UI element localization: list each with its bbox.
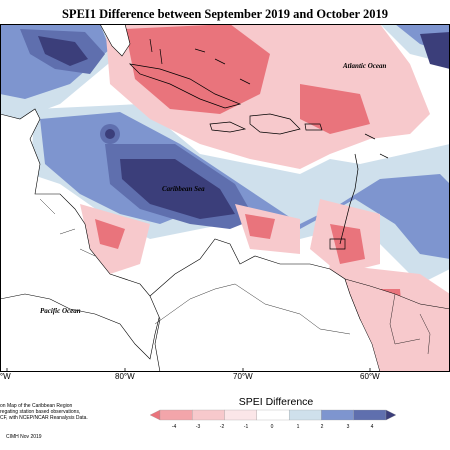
south-america-land (149, 238, 381, 372)
caribbean-islands (128, 38, 389, 250)
florida-land (99, 24, 131, 57)
spei-map (0, 24, 450, 372)
legend-swatch (321, 409, 354, 421)
legend-swatch (385, 409, 396, 421)
caribbean-sea-label: Caribbean Sea (162, 185, 205, 193)
legend-swatch (192, 409, 225, 421)
legend-tick: -1 (243, 424, 249, 430)
source-note-line: on Map of the Caribbean Region (0, 403, 73, 409)
pacific-ocean-label: Pacific Ocean (40, 307, 81, 315)
legend-swatch (256, 409, 290, 421)
source-note-line: CF, with NCEP/NCAR Reanalysis Data. (0, 415, 88, 422)
atlantic-ocean-label: Atlantic Ocean (343, 62, 387, 70)
legend-swatch (353, 409, 387, 421)
lon-label-80w: 80°W (115, 372, 135, 381)
lon-label-90w: 90°W (0, 372, 11, 381)
legend-tick: 4 (370, 424, 374, 430)
legend-swatch (224, 409, 258, 421)
guianas-land (344, 278, 450, 372)
legend-tick: -3 (195, 424, 201, 430)
map-title: SPEI1 Difference between September 2019 … (61, 7, 388, 21)
legend-tick: -4 (171, 424, 177, 430)
legend-title: SPEI Difference (238, 396, 314, 408)
legend-swatch (288, 409, 322, 421)
legend-swatch (150, 409, 161, 421)
lon-label-60w: 60°W (360, 372, 380, 381)
country-borders (39, 198, 431, 355)
source-note: on Map of the Caribbean Region regating … (0, 403, 88, 422)
legend-tick: 0 (270, 424, 274, 430)
legend-tick: 2 (320, 424, 324, 430)
legend-tick: 3 (346, 424, 350, 430)
central-america-land (0, 108, 161, 360)
legend-colorbar (150, 409, 396, 421)
legend-tick: -2 (219, 424, 225, 430)
legend-swatch (159, 409, 193, 421)
credit-text: CIMH Nov 2019 (6, 434, 42, 440)
source-note-line: regating station based observations, (0, 409, 81, 416)
spei-dark-blue-areas (20, 29, 450, 229)
lon-label-70w: 70°W (233, 372, 253, 381)
legend-tick: 1 (296, 424, 300, 430)
